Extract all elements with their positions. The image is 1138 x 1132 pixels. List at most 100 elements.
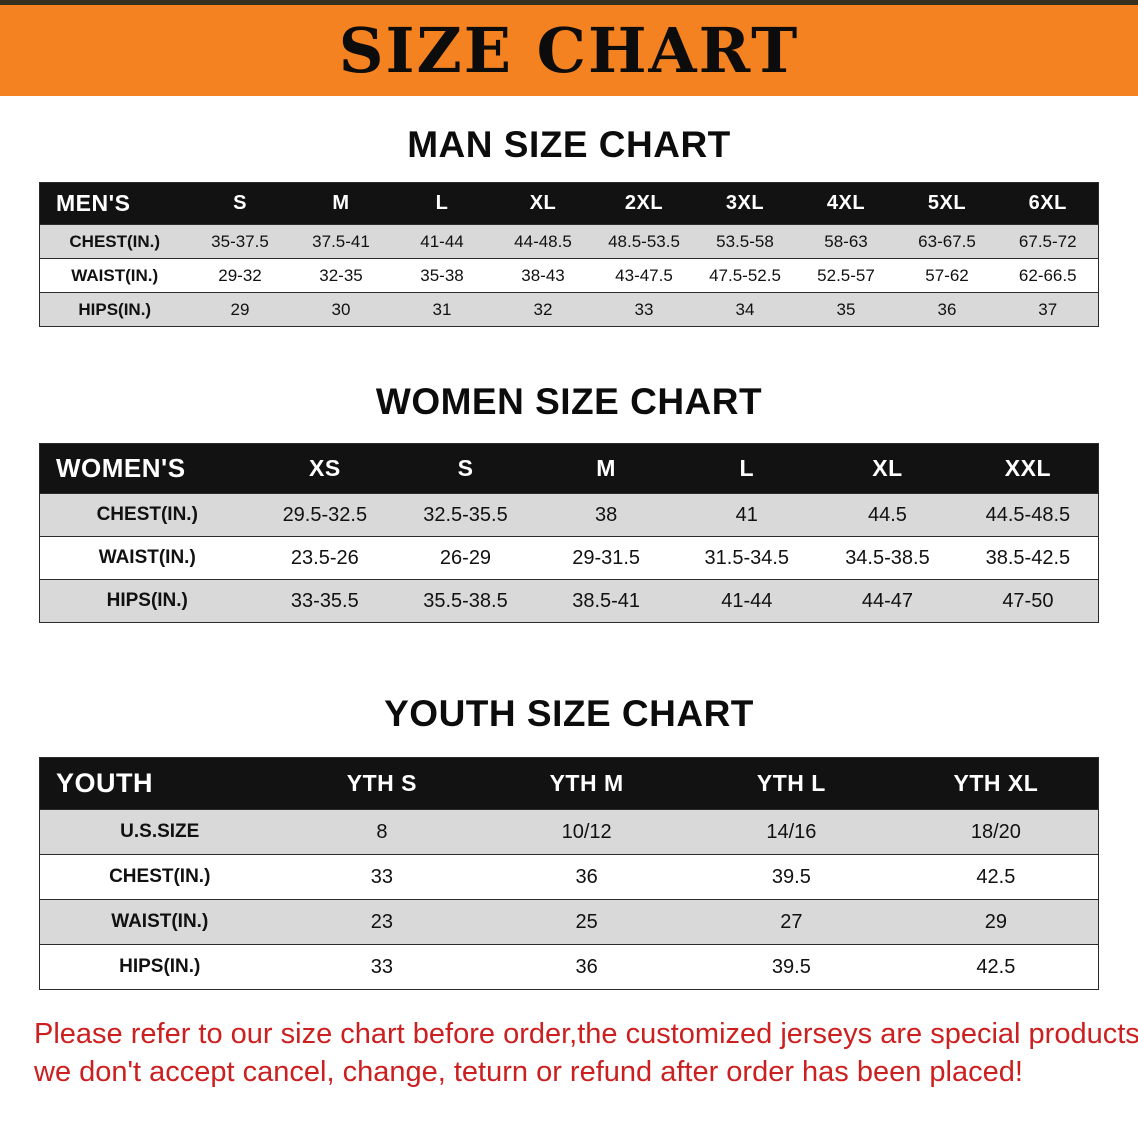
size-value-cell: 36 (896, 292, 998, 327)
banner: SIZE CHART (0, 0, 1138, 96)
table-row: U.S.SIZE 8 10/12 14/16 18/20 (39, 809, 1099, 855)
size-value-cell: 48.5-53.5 (593, 224, 695, 259)
size-value-cell: 27 (689, 899, 894, 945)
size-column-header: 4XL (795, 182, 897, 225)
size-value-cell: 33 (279, 854, 485, 900)
size-value-cell: 41-44 (391, 224, 493, 259)
size-value-cell: 25 (484, 899, 689, 945)
size-value-cell: 31.5-34.5 (676, 536, 818, 580)
size-value-cell: 37 (997, 292, 1099, 327)
size-value-cell: 35 (795, 292, 897, 327)
size-value-cell: 44-48.5 (492, 224, 594, 259)
size-value-cell: 57-62 (896, 258, 998, 293)
size-column-header: M (535, 443, 677, 494)
youth-size-section: YOUTH SIZE CHART YOUTH YTH S YTH M YTH L YTH… (0, 623, 1138, 990)
size-value-cell: 10/12 (484, 809, 689, 855)
size-value-cell: 33 (593, 292, 695, 327)
table-row: CHEST(IN.) 35-37.5 37.5-41 41-44 44-48.5 48.5… (39, 224, 1099, 259)
notice-line-1: Please refer to our size chart before or… (34, 1018, 1138, 1050)
row-label: CHEST(IN.) (39, 493, 255, 537)
row-label: HIPS(IN.) (39, 944, 280, 990)
size-value-cell: 29.5-32.5 (254, 493, 396, 537)
table-row: CHEST(IN.) 33 36 39.5 42.5 (39, 854, 1099, 900)
size-value-cell: 23 (279, 899, 485, 945)
size-value-cell: 47-50 (957, 579, 1099, 623)
men-size-section: MAN SIZE CHART MEN'S S M L XL 2XL 3XL 4XL 5XL 6XL… (0, 96, 1138, 327)
size-column-header: L (391, 182, 493, 225)
row-label: HIPS(IN.) (39, 579, 255, 623)
size-value-cell: 35.5-38.5 (395, 579, 536, 623)
size-value-cell: 29-31.5 (535, 536, 677, 580)
size-value-cell: 33-35.5 (254, 579, 396, 623)
size-value-cell: 32-35 (290, 258, 392, 293)
size-value-cell: 34 (694, 292, 796, 327)
row-label: WAIST(IN.) (39, 536, 255, 580)
size-value-cell: 14/16 (689, 809, 894, 855)
page-title: SIZE CHART (338, 13, 800, 87)
size-column-header: 3XL (694, 182, 796, 225)
size-value-cell: 18/20 (893, 809, 1099, 855)
youth-section-heading: YOUTH SIZE CHART (384, 693, 754, 734)
size-value-cell: 23.5-26 (254, 536, 396, 580)
size-value-cell: 41-44 (676, 579, 818, 623)
size-value-cell: 44-47 (817, 579, 958, 623)
table-row: WAIST(IN.) 23.5-26 26-29 29-31.5 31.5-34.5 34… (39, 536, 1099, 580)
table-header-row: YOUTH YTH S YTH M YTH L YTH XL (39, 757, 1099, 810)
table-row: CHEST(IN.) 29.5-32.5 32.5-35.5 38 41 44.5 44.5… (39, 493, 1099, 537)
size-value-cell: 29-32 (189, 258, 291, 293)
size-value-cell: 38-43 (492, 258, 594, 293)
table-row: HIPS(IN.) 33-35.5 35.5-38.5 38.5-41 41-44 44-… (39, 579, 1099, 623)
size-value-cell: 44.5-48.5 (957, 493, 1099, 537)
men-size-table: MEN'S S M L XL 2XL 3XL 4XL 5XL 6XL CHEST(IN.) 35-37… (39, 182, 1099, 327)
size-value-cell: 26-29 (395, 536, 536, 580)
size-column-header: 5XL (896, 182, 998, 225)
size-value-cell: 39.5 (689, 854, 894, 900)
size-value-cell: 42.5 (893, 854, 1099, 900)
youth-size-table: YOUTH YTH S YTH M YTH L YTH XL U.S.SIZE 8 10/12… (39, 757, 1099, 990)
size-value-cell: 38.5-42.5 (957, 536, 1099, 580)
size-value-cell: 36 (484, 854, 689, 900)
size-table: MEN'S S M L XL 2XL 3XL 4XL 5XL 6XL CHEST(IN.) 35-37… (39, 182, 1099, 327)
size-value-cell: 33 (279, 944, 485, 990)
table-row: HIPS(IN.) 29 30 31 32 33 34 35 36 37 (39, 292, 1099, 327)
size-value-cell: 43-47.5 (593, 258, 695, 293)
size-value-cell: 53.5-58 (694, 224, 796, 259)
size-value-cell: 31 (391, 292, 493, 327)
women-section-heading: WOMEN SIZE CHART (375, 381, 763, 422)
size-value-cell: 30 (290, 292, 392, 327)
row-label: U.S.SIZE (39, 809, 280, 855)
size-value-cell: 41 (676, 493, 818, 537)
table-row: HIPS(IN.) 33 36 39.5 42.5 (39, 944, 1099, 990)
size-value-cell: 29 (189, 292, 291, 327)
size-value-cell: 58-63 (795, 224, 897, 259)
size-column-header: YTH XL (893, 757, 1099, 810)
size-value-cell: 47.5-52.5 (694, 258, 796, 293)
row-label: WAIST(IN.) (39, 899, 280, 945)
table-header-row: MEN'S S M L XL 2XL 3XL 4XL 5XL 6XL (39, 182, 1099, 225)
row-label: HIPS(IN.) (39, 292, 190, 327)
notice-line-2: we don't accept cancel, change, teturn o… (34, 1055, 1023, 1088)
size-table: WOMEN'S XS S M L XL XXL CHEST(IN.) 29.5-32.5 32.5… (39, 443, 1099, 623)
size-value-cell: 52.5-57 (795, 258, 897, 293)
size-value-cell: 67.5-72 (997, 224, 1099, 259)
size-table: YOUTH YTH S YTH M YTH L YTH XL U.S.SIZE 8 10/12… (39, 757, 1099, 990)
size-column-header: XXL (957, 443, 1099, 494)
order-notice: Please refer to our size chart before or… (0, 990, 1138, 1091)
size-column-header: XS (254, 443, 396, 494)
size-value-cell: 32.5-35.5 (395, 493, 536, 537)
size-value-cell: 8 (279, 809, 485, 855)
size-column-header: 2XL (593, 182, 695, 225)
size-value-cell: 38 (535, 493, 677, 537)
size-value-cell: 38.5-41 (535, 579, 677, 623)
table-title-cell: YOUTH (39, 757, 280, 810)
size-value-cell: 29 (893, 899, 1099, 945)
size-value-cell: 37.5-41 (290, 224, 392, 259)
row-label: WAIST(IN.) (39, 258, 190, 293)
women-size-table: WOMEN'S XS S M L XL XXL CHEST(IN.) 29.5-32.5 32.5… (39, 443, 1099, 623)
size-column-header: S (189, 182, 291, 225)
size-value-cell: 35-37.5 (189, 224, 291, 259)
size-column-header: YTH M (484, 757, 689, 810)
women-size-section: WOMEN SIZE CHART WOMEN'S XS S M L XL XXL CHEST(… (0, 327, 1138, 623)
size-column-header: 6XL (997, 182, 1099, 225)
size-value-cell: 35-38 (391, 258, 493, 293)
